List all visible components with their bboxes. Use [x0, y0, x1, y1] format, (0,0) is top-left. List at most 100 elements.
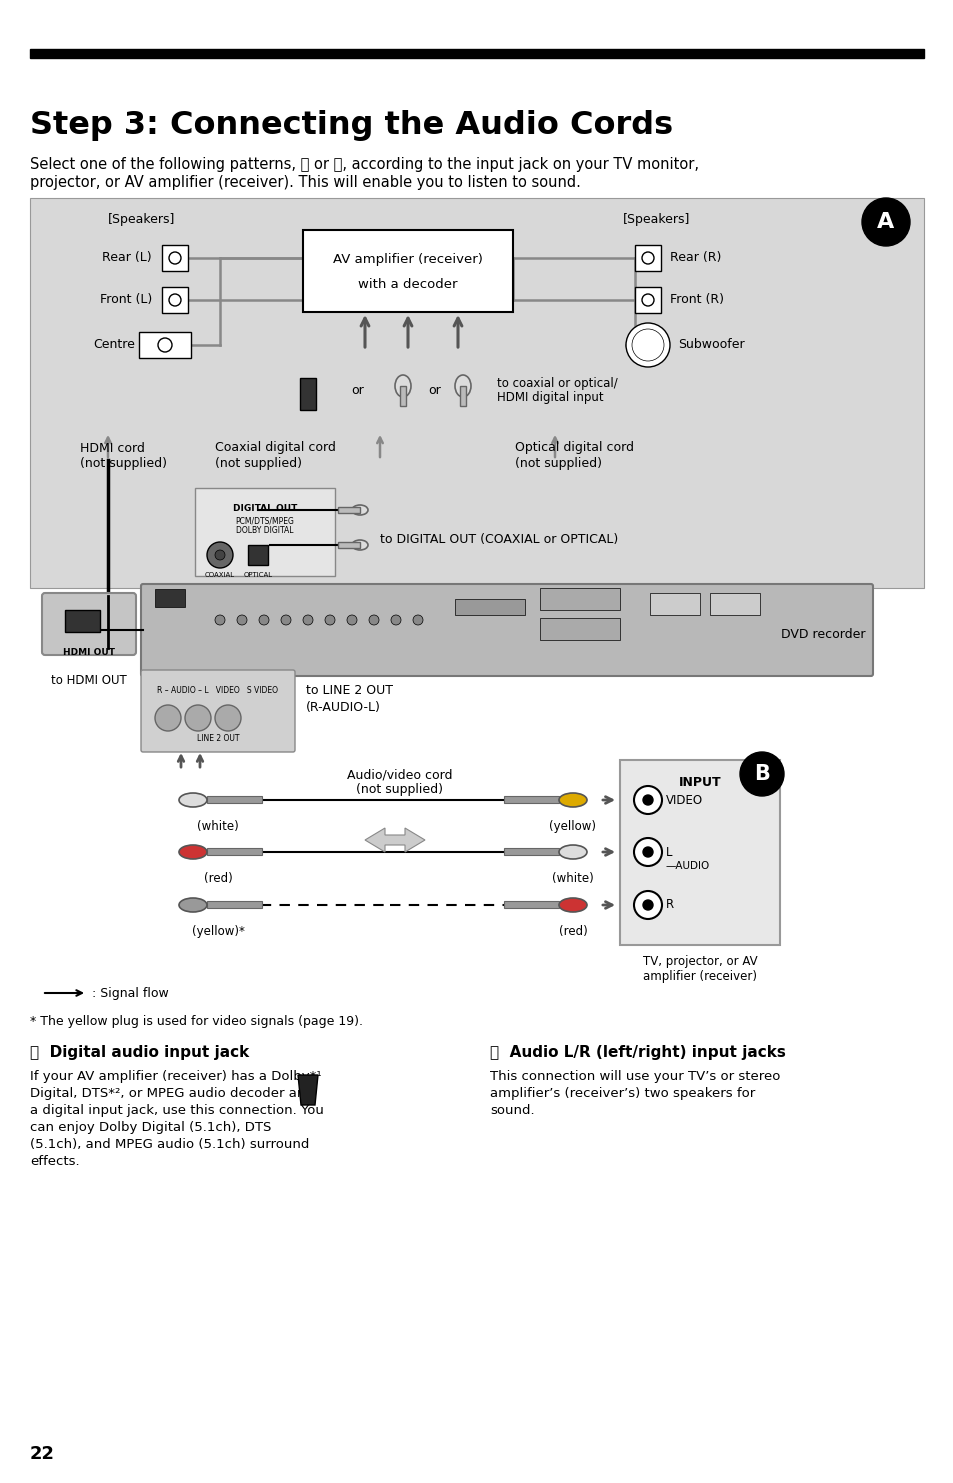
Circle shape: [625, 323, 669, 366]
Bar: [207, 902, 262, 908]
Circle shape: [281, 615, 291, 624]
Text: : Signal flow: : Signal flow: [91, 986, 169, 1000]
Bar: [337, 507, 359, 513]
Bar: [539, 618, 619, 641]
Text: HDMI OUT: HDMI OUT: [63, 648, 115, 657]
Text: [Speakers]: [Speakers]: [108, 214, 175, 225]
Ellipse shape: [558, 845, 586, 859]
Text: OPTICAL: OPTICAL: [243, 572, 273, 578]
Bar: [65, 610, 100, 632]
Text: VIDEO: VIDEO: [665, 793, 702, 807]
Circle shape: [369, 615, 378, 624]
Circle shape: [325, 615, 335, 624]
Text: * The yellow plug is used for video signals (page 19).: * The yellow plug is used for video sign…: [30, 1014, 363, 1028]
Circle shape: [214, 615, 225, 624]
Bar: [503, 796, 558, 802]
Text: (not supplied): (not supplied): [214, 457, 302, 470]
Text: This connection will use your TV’s or stereo: This connection will use your TV’s or st…: [490, 1071, 780, 1083]
Circle shape: [642, 900, 652, 911]
Bar: [303, 230, 513, 311]
Text: to HDMI OUT: to HDMI OUT: [51, 673, 127, 687]
Bar: [299, 378, 315, 409]
Text: Select one of the following patterns, Ⓐ or Ⓑ, according to the input jack on you: Select one of the following patterns, Ⓐ …: [30, 157, 699, 172]
Text: If your AV amplifier (receiver) has a Dolby*¹: If your AV amplifier (receiver) has a Do…: [30, 1071, 321, 1083]
Ellipse shape: [179, 793, 207, 807]
Text: TV, projector, or AV: TV, projector, or AV: [642, 955, 757, 968]
Bar: [709, 593, 760, 615]
Bar: [399, 386, 406, 406]
Circle shape: [303, 615, 313, 624]
Bar: [503, 848, 558, 856]
Text: (5.1ch), and MPEG audio (5.1ch) surround: (5.1ch), and MPEG audio (5.1ch) surround: [30, 1137, 309, 1151]
Circle shape: [641, 252, 654, 264]
Circle shape: [641, 294, 654, 305]
Text: DIGITAL OUT: DIGITAL OUT: [233, 504, 297, 513]
Text: Front (L): Front (L): [100, 294, 152, 307]
Text: (white): (white): [197, 820, 238, 833]
Text: with a decoder: with a decoder: [358, 279, 457, 292]
Circle shape: [413, 615, 422, 624]
Circle shape: [236, 615, 247, 624]
FancyBboxPatch shape: [42, 593, 136, 655]
Text: 22: 22: [30, 1444, 55, 1464]
Bar: [649, 593, 700, 615]
Text: Front (R): Front (R): [669, 294, 723, 307]
Text: DVD recorder: DVD recorder: [781, 629, 865, 642]
Text: amplifier (receiver): amplifier (receiver): [642, 970, 757, 983]
Text: to LINE 2 OUT: to LINE 2 OUT: [306, 684, 393, 697]
Ellipse shape: [558, 899, 586, 912]
Circle shape: [634, 891, 661, 919]
Circle shape: [154, 704, 181, 731]
Text: (not supplied): (not supplied): [80, 457, 167, 470]
Text: Step 3: Connecting the Audio Cords: Step 3: Connecting the Audio Cords: [30, 110, 673, 141]
Text: Rear (R): Rear (R): [669, 252, 720, 264]
Circle shape: [642, 795, 652, 805]
Ellipse shape: [179, 899, 207, 912]
Circle shape: [207, 541, 233, 568]
Text: PCM/DTS/MPEG: PCM/DTS/MPEG: [235, 516, 294, 525]
Text: (red): (red): [558, 925, 587, 939]
Bar: [30, 199, 923, 587]
Circle shape: [862, 199, 909, 246]
Text: R: R: [665, 899, 674, 912]
Polygon shape: [297, 1075, 317, 1105]
FancyBboxPatch shape: [141, 670, 294, 752]
Circle shape: [740, 752, 783, 796]
Text: (R-AUDIO-L): (R-AUDIO-L): [306, 700, 380, 713]
Polygon shape: [365, 828, 424, 853]
Bar: [455, 599, 524, 615]
Circle shape: [169, 252, 181, 264]
Text: A: A: [877, 212, 894, 231]
Text: INPUT: INPUT: [678, 776, 720, 789]
Ellipse shape: [558, 793, 586, 807]
Circle shape: [642, 847, 652, 857]
Text: can enjoy Dolby Digital (5.1ch), DTS: can enjoy Dolby Digital (5.1ch), DTS: [30, 1121, 271, 1134]
Ellipse shape: [352, 506, 368, 515]
Circle shape: [391, 615, 400, 624]
Text: B: B: [753, 764, 769, 785]
Text: effects.: effects.: [30, 1155, 79, 1169]
Text: (not supplied): (not supplied): [515, 457, 601, 470]
FancyBboxPatch shape: [141, 584, 872, 676]
Text: DOLBY DIGITAL: DOLBY DIGITAL: [236, 526, 294, 535]
Text: (white): (white): [552, 872, 594, 885]
Bar: [162, 245, 188, 271]
Text: amplifier’s (receiver’s) two speakers for: amplifier’s (receiver’s) two speakers fo…: [490, 1087, 755, 1100]
Text: (red): (red): [203, 872, 233, 885]
Text: L: L: [665, 845, 672, 859]
Bar: [194, 488, 335, 575]
Circle shape: [185, 704, 211, 731]
Circle shape: [214, 704, 241, 731]
Bar: [139, 332, 191, 357]
Text: [Speakers]: [Speakers]: [622, 214, 690, 225]
Text: HDMI digital input: HDMI digital input: [497, 392, 603, 405]
Text: (yellow): (yellow): [549, 820, 596, 833]
Text: Ⓐ  Digital audio input jack: Ⓐ Digital audio input jack: [30, 1046, 249, 1060]
Text: —AUDIO: —AUDIO: [665, 862, 709, 871]
Text: or: or: [428, 384, 441, 396]
Text: or: or: [352, 384, 364, 396]
Bar: [635, 288, 660, 313]
Text: Subwoofer: Subwoofer: [678, 338, 744, 351]
Circle shape: [634, 786, 661, 814]
Bar: [154, 589, 185, 607]
